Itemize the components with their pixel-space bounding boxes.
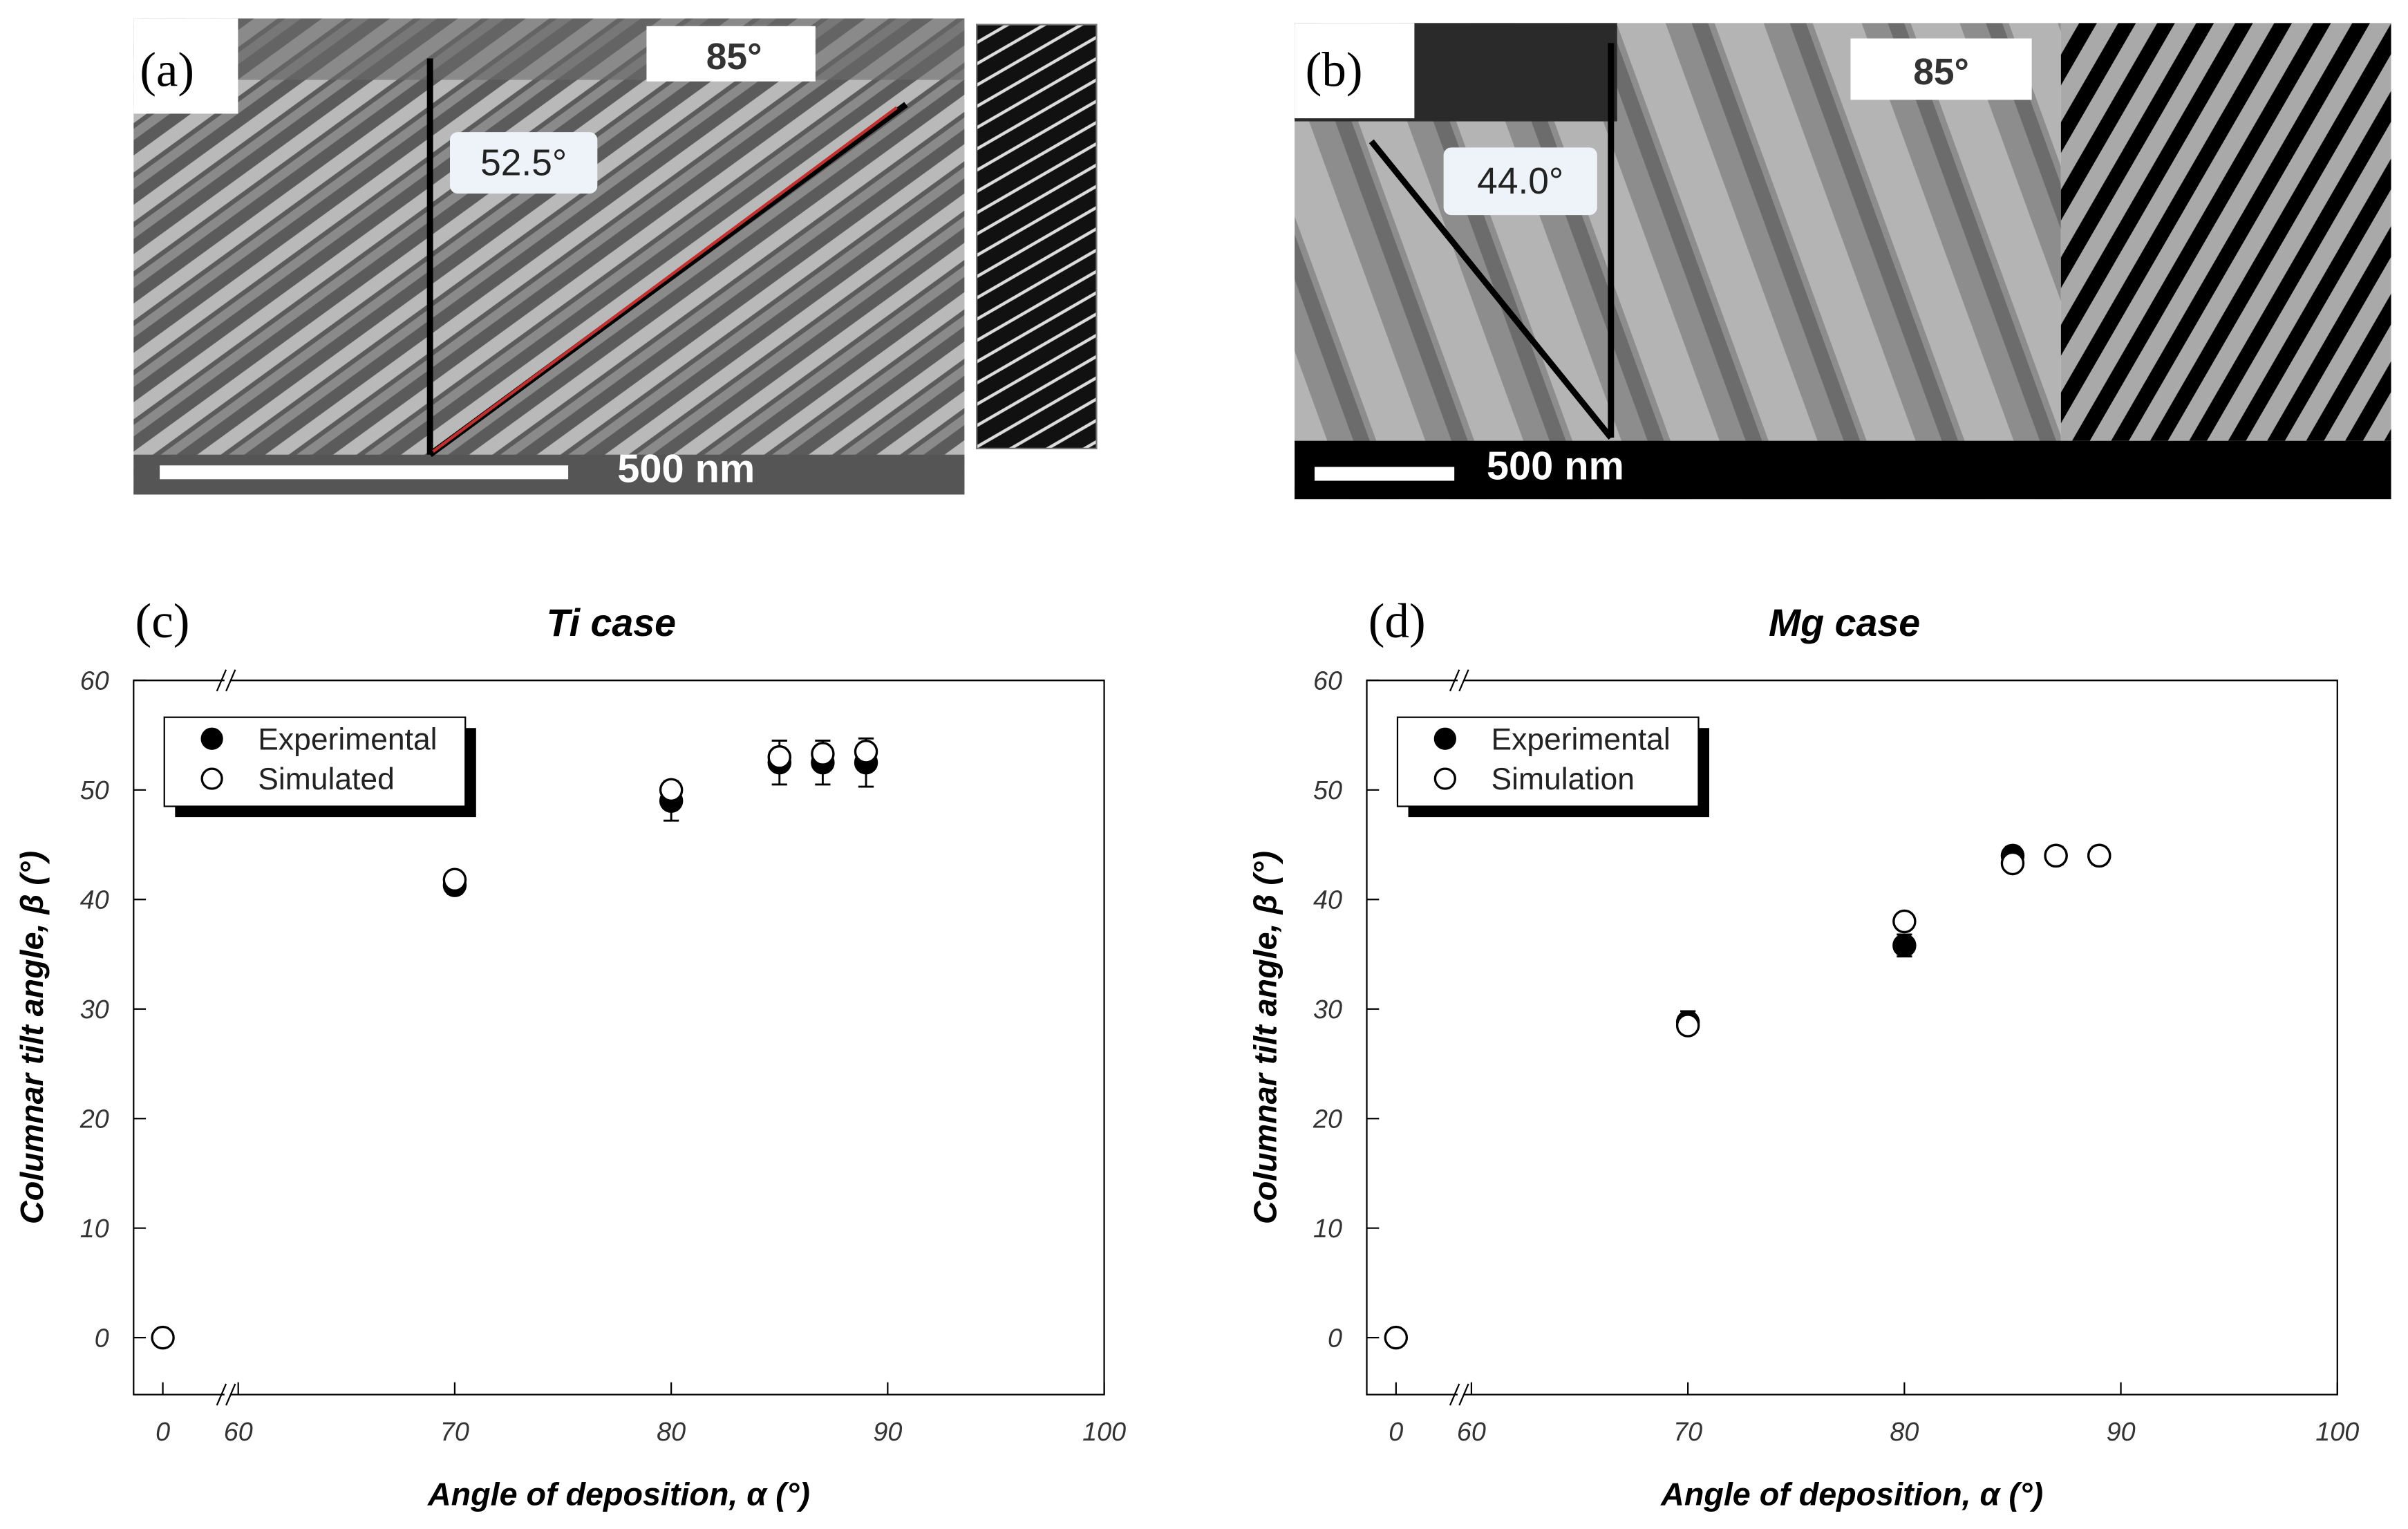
x-axis-title: Angle of deposition, α (°) [427, 1476, 810, 1512]
column-line-red [432, 106, 898, 453]
marker [442, 867, 467, 892]
x-axis-title: Angle of deposition, α (°) [1660, 1476, 2043, 1512]
marker [1892, 909, 1917, 934]
y-tick-label: 0 [1328, 1324, 1342, 1353]
x-tick-label: 80 [657, 1418, 686, 1447]
x-tick-label: 90 [2107, 1418, 2136, 1447]
axis-break [225, 669, 236, 692]
y-axis-title: Columnar tilt angle, β (°) [1247, 851, 1283, 1224]
legend-label: Simulation [1492, 762, 1635, 796]
angle-label: 85° [1913, 52, 1969, 93]
scale-label: 500 nm [617, 447, 755, 491]
sem-panel-a: (a) 85° 52.5° 500 nm [133, 18, 1098, 495]
y-tick-label: 40 [80, 886, 109, 915]
marker [1433, 767, 1456, 790]
y-axis-title: Columnar tilt angle, β (°) [14, 851, 50, 1224]
x-tick-label: 100 [1082, 1418, 1126, 1447]
marker [767, 745, 791, 769]
axis-break-gap [1458, 675, 1464, 686]
axis-break-gap [224, 1389, 231, 1400]
x-tick-label: 70 [1673, 1418, 1702, 1447]
marker [151, 1325, 175, 1350]
marker [200, 767, 223, 790]
marker [1384, 1325, 1409, 1350]
chart-title: Ti case [547, 601, 676, 644]
sem-image [133, 18, 965, 495]
marker [659, 778, 684, 803]
sem-top [133, 18, 965, 80]
label-box [646, 26, 816, 82]
chart: (c) Ti case 0 60 70 80 90 100 0 10 20 30 40 50 60 Angle… [14, 594, 1126, 1512]
y-tick-label: 50 [1313, 776, 1342, 805]
tilt-label: 52.5° [480, 142, 567, 183]
axis-break [216, 669, 227, 692]
y-tick-label: 60 [1313, 667, 1342, 696]
axis-break [1458, 1383, 1469, 1406]
panel-label: (b) [1306, 43, 1363, 97]
marker [200, 727, 223, 750]
scale-label: 500 nm [1487, 444, 1624, 488]
label-box [1295, 23, 1415, 119]
y-tick-label: 40 [1313, 886, 1342, 915]
x-tick-label: 0 [156, 1418, 170, 1447]
axis-break-gap [1458, 1389, 1464, 1400]
marker [854, 740, 878, 764]
tilt-label: 44.0° [1477, 161, 1563, 202]
y-tick-label: 30 [1313, 995, 1342, 1024]
x-tick-label: 70 [440, 1418, 469, 1447]
marker [1675, 1013, 1700, 1038]
simulation-image [2060, 23, 2391, 441]
y-tick-label: 10 [1313, 1214, 1342, 1244]
axis-break [1449, 1383, 1460, 1406]
y-tick-label: 50 [80, 776, 109, 805]
marker [1892, 933, 1917, 958]
sem-bottom [1295, 440, 2391, 500]
x-tick-label: 0 [1389, 1418, 1403, 1447]
sem-panel-b: (b) 85° 44.0° 500 nm [1295, 23, 2391, 500]
angle-label: 85° [706, 37, 762, 77]
y-tick-label: 0 [95, 1324, 109, 1353]
column-line [1368, 139, 1614, 440]
axis-break-gap [224, 675, 231, 686]
marker [1433, 727, 1456, 750]
x-tick-label: 100 [2315, 1418, 2359, 1447]
panel-label: (c) [135, 594, 190, 648]
panel-label: (d) [1368, 594, 1426, 648]
legend-label: Simulated [258, 762, 395, 796]
y-tick-label: 30 [80, 995, 109, 1024]
y-tick-label: 20 [79, 1105, 109, 1134]
x-tick-label: 60 [1457, 1418, 1486, 1447]
marker [811, 742, 835, 766]
legend-label: Experimental [258, 722, 437, 756]
marker [2087, 843, 2111, 868]
label-box [450, 132, 598, 194]
label-box [1850, 38, 2032, 100]
axis-break [1458, 669, 1469, 692]
y-tick-label: 20 [1313, 1105, 1342, 1134]
axis-break [1449, 669, 1460, 692]
x-tick-label: 90 [873, 1418, 902, 1447]
scale-bar [1314, 467, 1455, 481]
x-tick-label: 60 [224, 1418, 253, 1447]
plot-frame [133, 679, 1105, 1396]
chart: (d) Mg case 0 60 70 80 90 100 0 10 20 30 40 50 60 Angle… [1247, 594, 2359, 1512]
scale-bar [160, 465, 569, 480]
plot-frame [1366, 679, 2338, 1396]
chart-title: Mg case [1769, 601, 1920, 644]
y-tick-label: 10 [80, 1214, 109, 1244]
axis-break [216, 1383, 227, 1406]
axis-break [225, 1383, 236, 1406]
label-box [1443, 147, 1597, 216]
inset-image [976, 24, 1098, 449]
panel-label: (a) [140, 43, 194, 97]
marker [2000, 851, 2025, 876]
legend-label: Experimental [1492, 722, 1671, 756]
x-tick-label: 80 [1890, 1418, 1919, 1447]
marker [2044, 843, 2068, 868]
label-box [133, 18, 238, 114]
y-tick-label: 60 [80, 667, 109, 696]
